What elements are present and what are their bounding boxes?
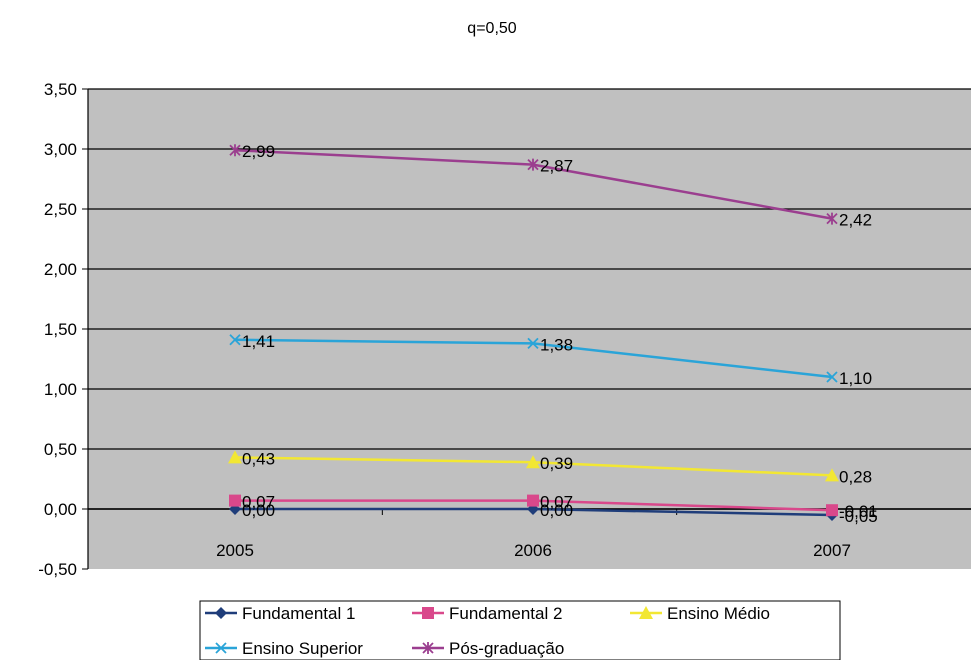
data-labels: 0,00 0,00 -0,05 0,07 0,07 -0,01 0,43 0,39 0,28 1,…: [242, 142, 878, 526]
data-point-ensino-superior: [229, 334, 241, 346]
x-tick-label: 2006: [514, 541, 552, 560]
legend-marker: [215, 607, 227, 619]
data-point-ensino-medio: [526, 455, 540, 469]
legend: Fundamental 1 Fundamental 2 Ensino Médio En…: [199, 600, 841, 660]
data-label-ensino-superior: 1,38: [540, 335, 573, 354]
legend-item-fundamental-1: Fundamental 1: [205, 604, 355, 623]
series-fundamental-2: [229, 494, 838, 517]
y-tick-label: 1,50: [44, 320, 77, 339]
data-label-pos-graduacao: 2,87: [540, 157, 573, 176]
data-point-pos-graduacao: [229, 144, 241, 157]
data-label-ensino-superior: 1,41: [242, 332, 275, 351]
y-tick-label: 2,50: [44, 200, 77, 219]
data-label-fundamental-2: 0,07: [242, 493, 275, 512]
legend-marker: [422, 642, 434, 654]
data-label-pos-graduacao: 2,42: [839, 211, 872, 230]
data-label-fundamental-1: -0,05: [839, 507, 878, 526]
y-tick-label: -0,50: [38, 560, 77, 579]
data-point-fundamental-2: [229, 494, 241, 507]
legend-marker: [422, 607, 434, 619]
x-tick-label: 2005: [216, 541, 254, 560]
legend-label: Fundamental 1: [242, 604, 355, 623]
legend-item-ensino-superior: Ensino Superior: [205, 639, 363, 658]
legend-label: Pós-graduação: [449, 639, 564, 658]
legend-item-fundamental-2: Fundamental 2: [412, 604, 562, 623]
data-point-pos-graduacao: [826, 212, 838, 225]
y-tick-label: 3,00: [44, 140, 77, 159]
y-tick-label: 3,50: [44, 80, 77, 99]
x-tick-label: 2007: [813, 541, 851, 560]
data-label-fundamental-2: 0,07: [540, 493, 573, 512]
data-point-ensino-superior: [826, 371, 838, 383]
data-label-ensino-superior: 1,10: [839, 369, 872, 388]
data-label-fundamental-2: -0,01: [839, 502, 878, 521]
data-label-ensino-medio: 0,39: [540, 454, 573, 473]
data-label-ensino-medio: 0,28: [839, 467, 872, 486]
series-layer: [228, 144, 839, 521]
data-point-pos-graduacao: [527, 158, 539, 171]
legend-item-ensino-medio: Ensino Médio: [630, 604, 770, 623]
legend-marker: [215, 642, 227, 654]
data-label-fundamental-1: 0,00: [540, 501, 573, 520]
y-tick-label: 2,00: [44, 260, 77, 279]
data-label-fundamental-1: 0,00: [242, 501, 275, 520]
chart-title: q=0,50: [467, 20, 516, 37]
data-point-ensino-medio: [825, 468, 839, 482]
data-label-pos-graduacao: 2,99: [242, 142, 275, 161]
legend-marker: [639, 606, 653, 619]
y-tick-label: 0,50: [44, 440, 77, 459]
data-point-fundamental-2: [826, 504, 838, 517]
series-ensino-superior: [229, 334, 838, 383]
data-label-ensino-medio: 0,43: [242, 449, 275, 468]
legend-item-pos-graduacao: Pós-graduação: [412, 639, 564, 658]
y-tick-label: 1,00: [44, 380, 77, 399]
legend-label: Ensino Superior: [242, 639, 363, 658]
legend-label: Ensino Médio: [667, 604, 770, 623]
legend-box: [199, 600, 841, 660]
series-ensino-medio: [228, 450, 839, 482]
series-pos-graduacao: [229, 144, 838, 225]
data-point-ensino-superior: [527, 337, 539, 350]
legend-label: Fundamental 2: [449, 604, 562, 623]
data-point-fundamental-2: [527, 494, 539, 507]
y-tick-label: 0,00: [44, 500, 77, 519]
data-point-ensino-medio: [228, 450, 242, 464]
